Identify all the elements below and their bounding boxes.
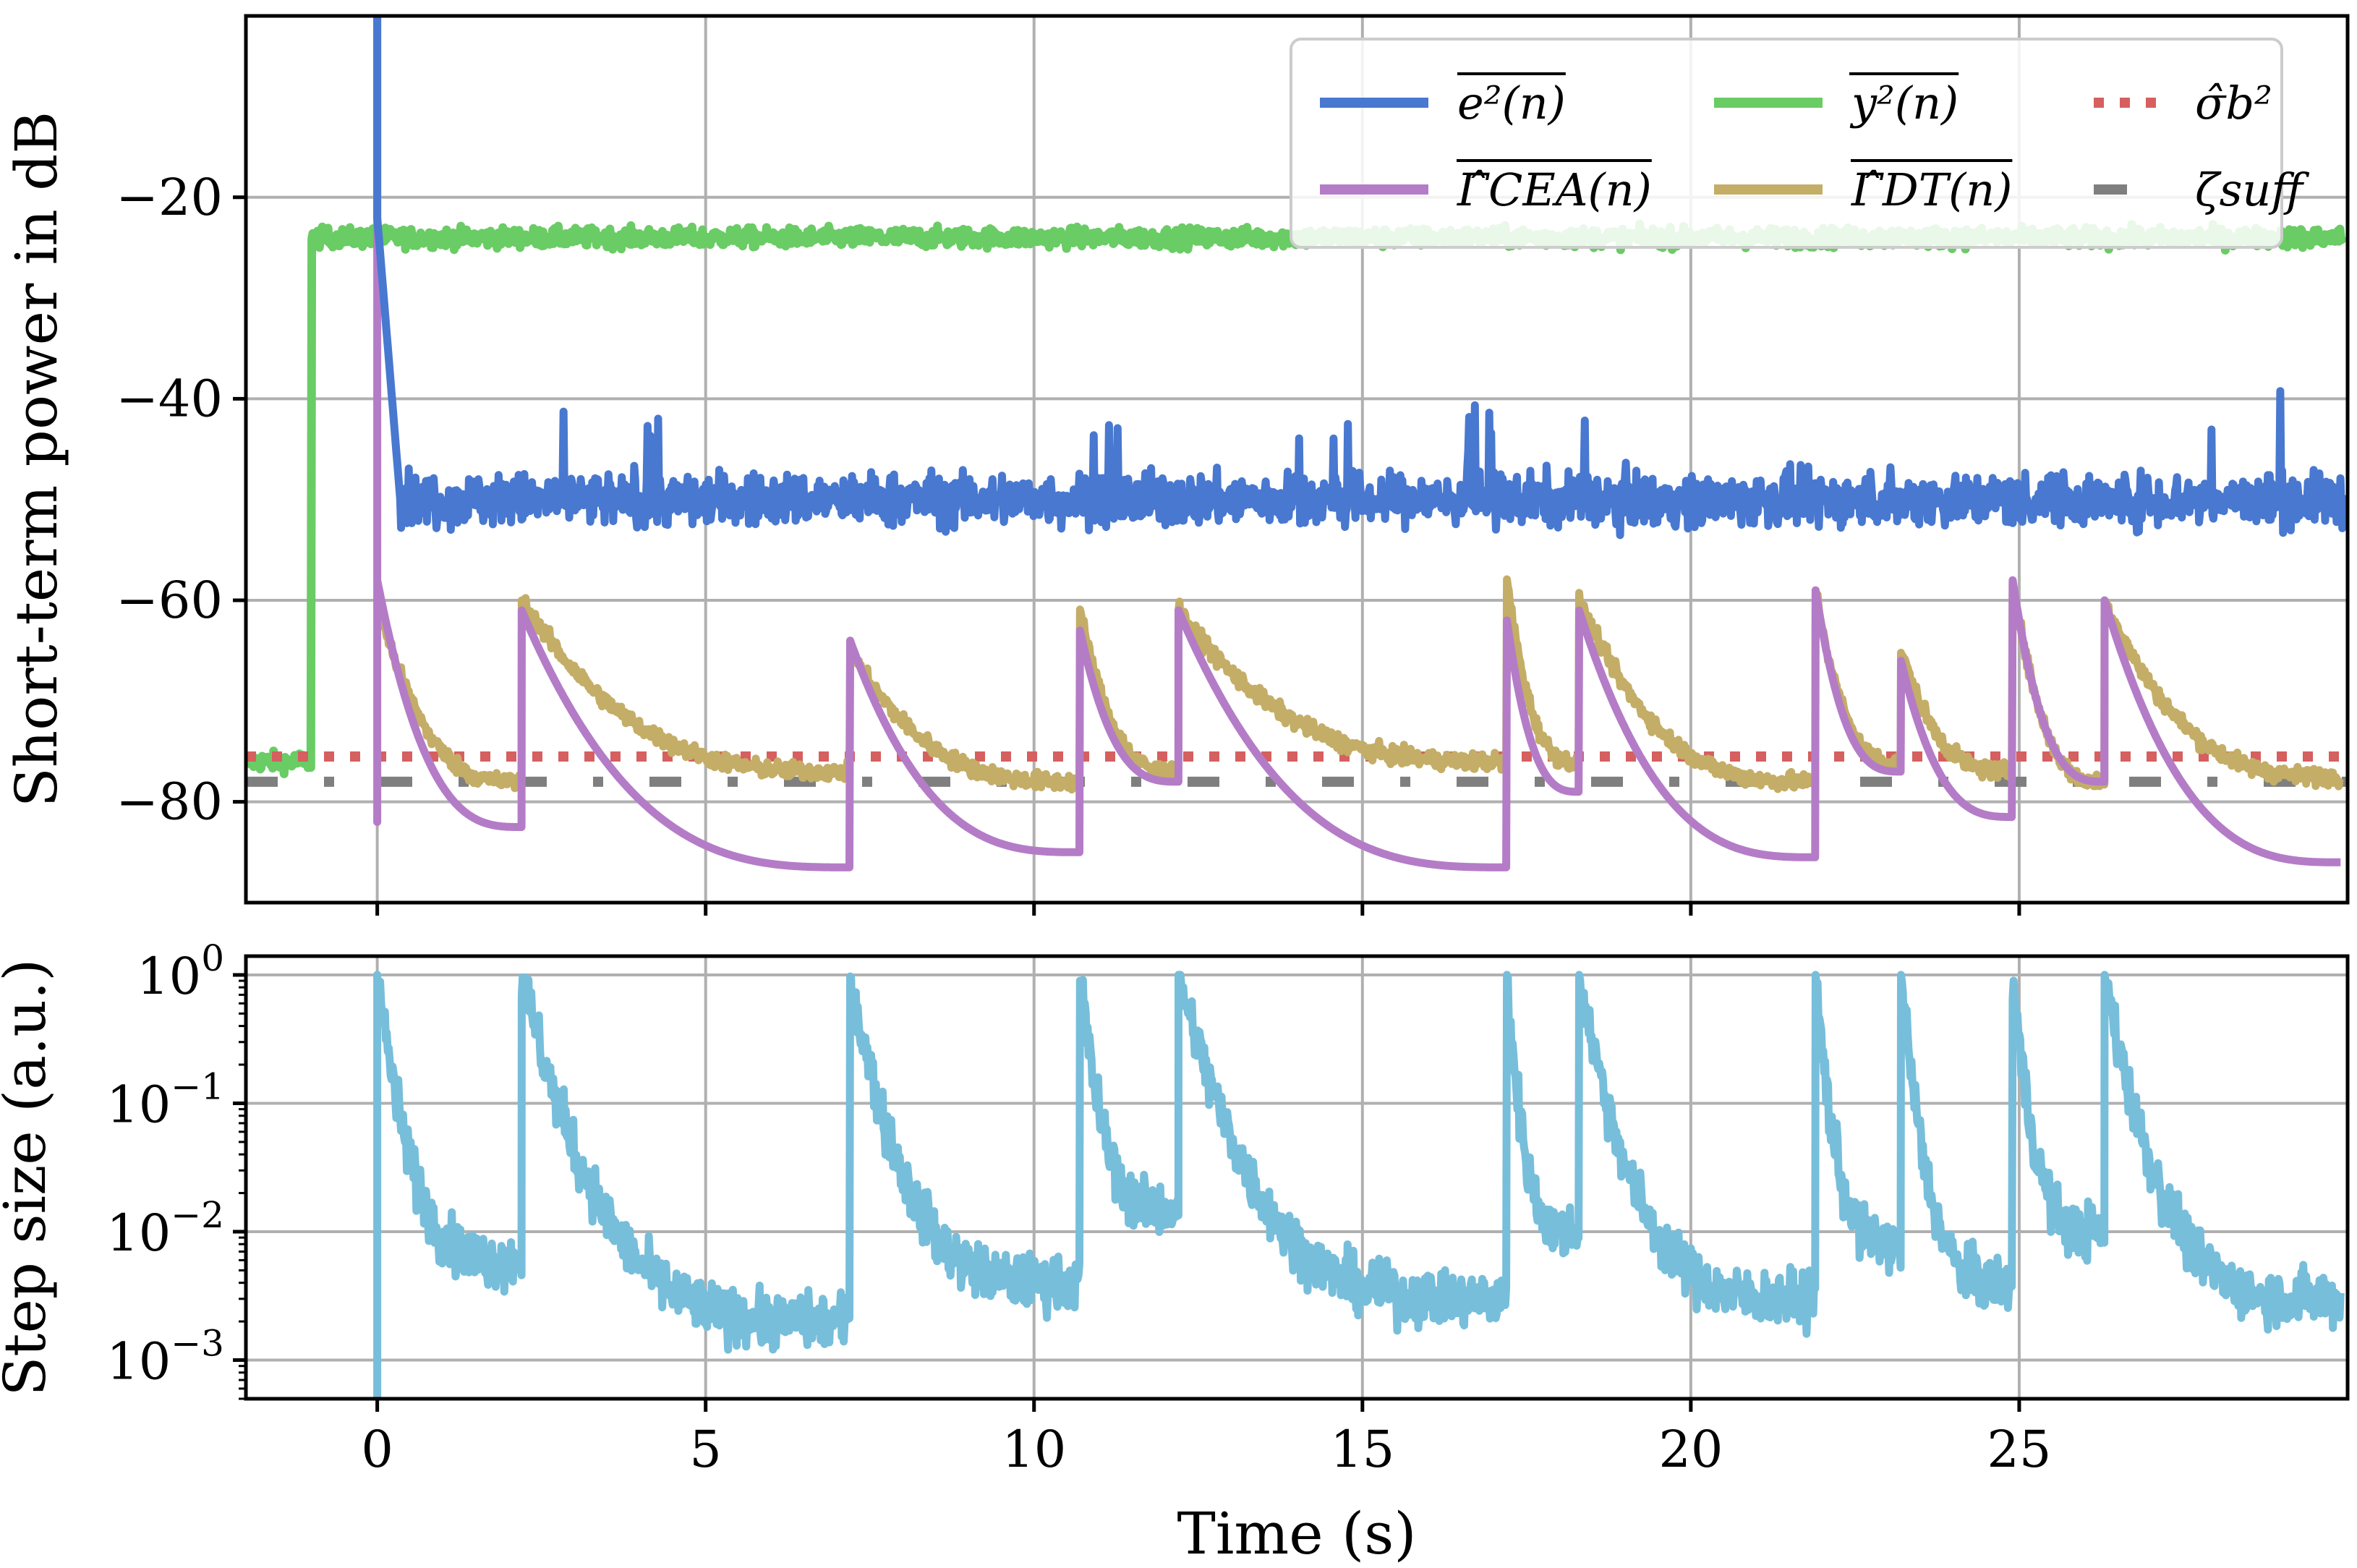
top-series-group — [246, 16, 2348, 872]
bottom-y-tick-label: 10−1 — [106, 1065, 224, 1134]
legend-items: e²(n) y²(n) σ̂b² Γ̂CEA(n) Γ̂DT(n) ζsuff — [1320, 72, 2309, 216]
gamma-cea-series-line — [373, 16, 2344, 872]
legend-label: Γ̂CEA(n) — [1457, 163, 1652, 216]
legend-label: e²(n) — [1457, 77, 1566, 129]
x-tick-label: 0 — [361, 1420, 393, 1479]
legend-label: ζsuff — [2195, 163, 2309, 216]
bottom-y-tick-label: 10−2 — [106, 1194, 224, 1263]
x-tick-label: 5 — [689, 1420, 722, 1479]
bottom-tick-labels: 0 5 10 15 20 25 10−3 10−2 10−1 100 — [106, 937, 2051, 1479]
legend-item-gamma-dt: Γ̂DT(n) — [1714, 159, 2013, 216]
legend-item-sigma-b2: σ̂b² — [2094, 77, 2272, 129]
top-y-tick-label: −60 — [116, 571, 223, 630]
bottom-panel: 0 5 10 15 20 25 10−3 10−2 10−1 100 Step size (a.u… — [0, 937, 2350, 1567]
legend-label: y²(n) — [1849, 77, 1959, 129]
legend-item-y2: y²(n) — [1714, 72, 1959, 129]
bottom-y-tick-label: 100 — [137, 937, 224, 1006]
top-y-tick-label: −20 — [116, 168, 223, 227]
bottom-y-tick-label: 10−3 — [106, 1323, 224, 1392]
legend: e²(n) y²(n) σ̂b² Γ̂CEA(n) Γ̂DT(n) ζsuff — [1290, 38, 2309, 249]
x-tick-label: 20 — [1658, 1420, 1723, 1479]
bottom-plot-frame — [244, 954, 2350, 1401]
bottom-y-axis-label: Step size (a.u.) — [0, 959, 59, 1397]
top-plot-frame — [244, 14, 2350, 905]
step-size-series-line — [373, 971, 2345, 1399]
x-tick-label: 15 — [1330, 1420, 1394, 1479]
bottom-grid — [246, 956, 2348, 1399]
top-tick-labels: −80 −60 −40 −20 — [116, 168, 2021, 916]
top-panel: −80 −60 −40 −20 Short-term power in dB e²(n… — [3, 14, 2350, 916]
top-y-tick-label: −80 — [116, 772, 223, 832]
legend-label: σ̂b² — [2195, 77, 2272, 129]
top-y-tick-label: −40 — [116, 369, 223, 428]
x-tick-label: 25 — [1987, 1420, 2051, 1479]
legend-item-e2: e²(n) — [1320, 72, 1566, 129]
legend-label: Γ̂DT(n) — [1851, 163, 2012, 216]
e2-series-line — [373, 16, 2348, 540]
bottom-series-group — [373, 971, 2345, 1399]
legend-box — [1290, 38, 2283, 249]
legend-item-zeta-suff: ζsuff — [2094, 163, 2309, 216]
legend-item-gamma-cea: Γ̂CEA(n) — [1320, 159, 1652, 216]
x-axis-label: Time (s) — [1177, 1500, 1416, 1567]
top-y-axis-label: Short-term power in dB — [3, 111, 70, 807]
x-tick-label: 10 — [1002, 1420, 1066, 1479]
